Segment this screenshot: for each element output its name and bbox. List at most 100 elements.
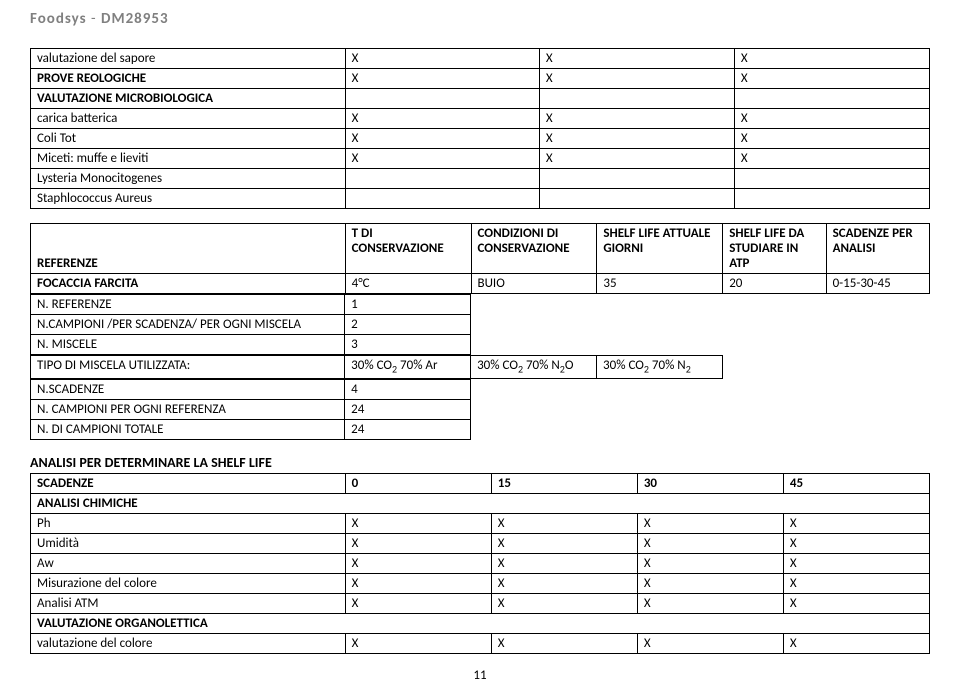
header-cell: CONDIZIONI DI CONSERVAZIONE — [471, 224, 597, 274]
table-row: TIPO DI MISCELA UTILIZZATA: 30% CO2 70% … — [31, 356, 723, 379]
table-row: Lysteria Monocitogenes — [31, 169, 930, 189]
cell: X — [491, 553, 637, 573]
table-row: Ph X X X X — [31, 513, 930, 533]
table-row: N. REFERENZE 1 — [31, 295, 471, 315]
cell: BUIO — [471, 274, 597, 294]
cell: 35 — [597, 274, 723, 294]
cell-label: valutazione del colore — [31, 633, 346, 653]
cell-label: N. DI CAMPIONI TOTALE — [31, 419, 345, 439]
cell: X — [734, 109, 929, 129]
cell: X — [637, 533, 783, 553]
doc-code: DM28953 — [101, 10, 169, 28]
cell: X — [345, 129, 539, 149]
cell-label: TIPO DI MISCELA UTILIZZATA: — [31, 356, 345, 379]
table-row: Staphlococcus Aureus — [31, 189, 930, 209]
cell: 0-15-30-45 — [826, 274, 929, 294]
cell: X — [345, 69, 539, 89]
header-cell: SCADENZE PER ANALISI — [826, 224, 929, 274]
table-row: N. CAMPIONI PER OGNI REFERENZA 24 — [31, 399, 471, 419]
header-cell: 15 — [491, 473, 637, 493]
table-miscela: TIPO DI MISCELA UTILIZZATA: 30% CO2 70% … — [30, 355, 723, 379]
cell: X — [783, 513, 929, 533]
cell: X — [539, 49, 734, 69]
cell: 30% CO2 70% N2O — [471, 356, 597, 379]
cell: 4 — [345, 379, 471, 399]
cell: X — [637, 593, 783, 613]
table-row: Miceti: muffe e lieviti X X X — [31, 149, 930, 169]
cell: X — [734, 149, 929, 169]
table-counts-b: N.SCADENZE 4 N. CAMPIONI PER OGNI REFERE… — [30, 379, 471, 440]
cell: X — [637, 513, 783, 533]
cell: X — [783, 533, 929, 553]
cell: X — [345, 49, 539, 69]
cell: X — [491, 633, 637, 653]
table-evaluation: valutazione del sapore X X X PROVE REOLO… — [30, 48, 930, 209]
page-number: 11 — [30, 668, 930, 683]
cell — [734, 89, 929, 109]
cell — [345, 169, 539, 189]
table-header-row: SCADENZE 0 15 30 45 — [31, 473, 930, 493]
cell: X — [345, 553, 491, 573]
cell — [734, 169, 929, 189]
cell: 3 — [345, 335, 471, 355]
table-header-row: REFERENZE T DI CONSERVAZIONE CONDIZIONI … — [31, 224, 930, 274]
table-row: VALUTAZIONE ORGANOLETTICA — [31, 613, 930, 633]
cell-label: Miceti: muffe e lieviti — [31, 149, 346, 169]
cell — [345, 189, 539, 209]
cell: 1 — [345, 295, 471, 315]
table-row: N. MISCELE 3 — [31, 335, 471, 355]
cell: 24 — [345, 419, 471, 439]
cell: X — [491, 533, 637, 553]
table-row: Umidità X X X X — [31, 533, 930, 553]
header-cell: 30 — [637, 473, 783, 493]
cell-label: PROVE REOLOGICHE — [31, 69, 346, 89]
header-cell: SCADENZE — [31, 473, 346, 493]
table-row: valutazione del colore X X X X — [31, 633, 930, 653]
table-row: VALUTAZIONE MICROBIOLOGICA — [31, 89, 930, 109]
table-row: N. DI CAMPIONI TOTALE 24 — [31, 419, 471, 439]
cell-label: N. CAMPIONI PER OGNI REFERENZA — [31, 399, 345, 419]
cell: X — [734, 49, 929, 69]
cell: 24 — [345, 399, 471, 419]
table-row: Analisi ATM X X X X — [31, 593, 930, 613]
cell: X — [345, 513, 491, 533]
header-cell: T DI CONSERVAZIONE — [345, 224, 471, 274]
cell — [734, 189, 929, 209]
cell: 20 — [723, 274, 826, 294]
cell-label: N.SCADENZE — [31, 379, 345, 399]
table-referenze: REFERENZE T DI CONSERVAZIONE CONDIZIONI … — [30, 223, 930, 294]
table-row: Aw X X X X — [31, 553, 930, 573]
cell — [539, 189, 734, 209]
cell: X — [783, 573, 929, 593]
cell: 4°C — [345, 274, 471, 294]
cell: X — [539, 69, 734, 89]
table-analisi: SCADENZE 0 15 30 45 ANALISI CHIMICHE Ph … — [30, 473, 930, 654]
section-cell: VALUTAZIONE ORGANOLETTICA — [31, 613, 930, 633]
table-row: ANALISI CHIMICHE — [31, 493, 930, 513]
table-row: N.SCADENZE 4 — [31, 379, 471, 399]
table-row: carica batterica X X X — [31, 109, 930, 129]
table-row: Coli Tot X X X — [31, 129, 930, 149]
header-cell: REFERENZE — [31, 224, 346, 274]
cell-label: Analisi ATM — [31, 593, 346, 613]
page-header: Foodsys - DM28953 — [30, 10, 930, 28]
table-row: PROVE REOLOGICHE X X X — [31, 69, 930, 89]
cell — [539, 89, 734, 109]
cell — [345, 89, 539, 109]
cell: X — [734, 69, 929, 89]
cell: X — [539, 129, 734, 149]
cell-label: Lysteria Monocitogenes — [31, 169, 346, 189]
cell-label: valutazione del sapore — [31, 49, 346, 69]
table-row: valutazione del sapore X X X — [31, 49, 930, 69]
table-row: FOCACCIA FARCITA 4°C BUIO 35 20 0-15-30-… — [31, 274, 930, 294]
section-cell: ANALISI CHIMICHE — [31, 493, 930, 513]
header-cell: SHELF LIFE DA STUDIARE IN ATP — [723, 224, 826, 274]
cell: X — [345, 149, 539, 169]
cell: X — [345, 633, 491, 653]
cell: X — [491, 513, 637, 533]
cell: 2 — [345, 315, 471, 335]
table-row: Misurazione del colore X X X X — [31, 573, 930, 593]
cell: X — [637, 573, 783, 593]
table-row: N.CAMPIONI /PER SCADENZA/ PER OGNI MISCE… — [31, 315, 471, 335]
cell-label: FOCACCIA FARCITA — [31, 274, 346, 294]
